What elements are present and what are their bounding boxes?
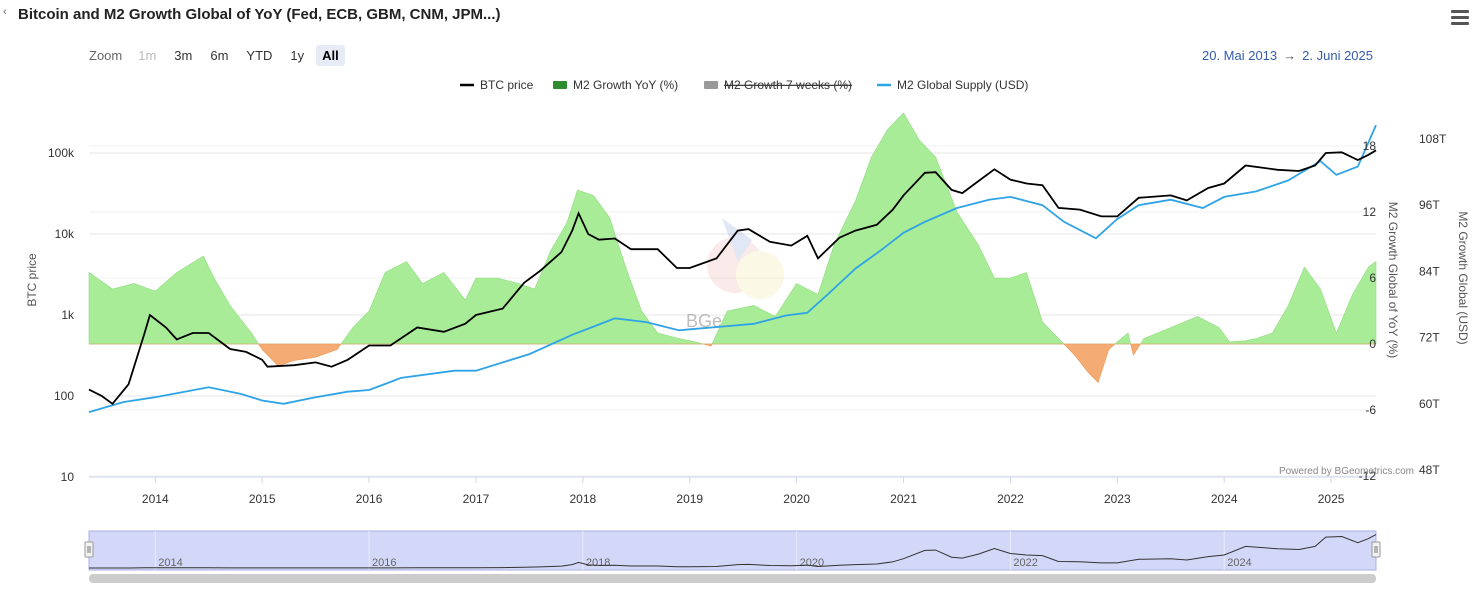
range-to[interactable]: 2. Juni 2025 <box>1302 48 1373 63</box>
range-arrow: → <box>1283 48 1297 63</box>
supply-axis-title: M2 Growth Global (USD) <box>1456 211 1470 344</box>
x-tick-label: 2014 <box>142 492 169 506</box>
x-tick-label: 2017 <box>463 492 490 506</box>
yoy-tick-label: -12 <box>1359 469 1377 483</box>
supply-tick-label: 60T <box>1419 397 1440 411</box>
navigator-handle-right[interactable] <box>1371 541 1381 558</box>
navigator-scrollbar[interactable] <box>89 574 1376 583</box>
zoom-bar: Zoom 1m 3m 6m YTD 1y All <box>89 45 345 66</box>
zoom-label: Zoom <box>89 48 123 63</box>
x-tick-label: 2023 <box>1104 492 1131 506</box>
yoy-tick-label: 6 <box>1369 271 1376 285</box>
yoy-tick-label: 0 <box>1369 337 1376 351</box>
back-chevron-icon[interactable]: ‹ <box>3 6 7 18</box>
legend-label: BTC price <box>480 78 534 92</box>
x-tick-label: 2022 <box>997 492 1024 506</box>
x-tick-label: 2015 <box>249 492 276 506</box>
x-tick-label: 2025 <box>1318 492 1345 506</box>
legend-label: M2 Growth YoY (%) <box>573 78 678 92</box>
watermark-circle <box>707 237 763 293</box>
legend-area-swatch <box>553 81 567 89</box>
supply-tick-label: 72T <box>1419 331 1440 345</box>
hamburger-menu-icon[interactable] <box>1451 10 1469 26</box>
x-tick-label: 2020 <box>783 492 810 506</box>
watermark-shape <box>722 218 752 262</box>
navigator-year-label: 2018 <box>586 557 610 569</box>
range-from[interactable]: 20. Mai 2013 <box>1201 48 1278 63</box>
btc-tick-label: 100 <box>54 389 74 403</box>
zoom-button-1m[interactable]: 1m <box>138 48 157 63</box>
supply-tick-label: 96T <box>1419 198 1440 212</box>
date-range: 20. Mai 2013 → 2. Juni 2025 <box>1202 48 1373 63</box>
navigator-handle-left[interactable] <box>84 541 94 558</box>
watermark-circle <box>736 251 784 299</box>
zoom-button-1y[interactable]: 1y <box>290 48 305 63</box>
btc-tick-label: 10k <box>55 227 75 241</box>
legend-area-swatch <box>704 81 718 89</box>
navigator-window <box>88 530 1377 571</box>
yoy-tick-label: -6 <box>1365 403 1376 417</box>
navigator-btc-line <box>89 534 1377 569</box>
x-tick-label: 2018 <box>569 492 596 506</box>
x-tick-label: 2016 <box>356 492 383 506</box>
btc-price-line <box>88 149 1377 406</box>
btc-axis-title: BTC price <box>25 253 39 307</box>
legend-item-0[interactable]: BTC price <box>460 78 534 92</box>
yoy-tick-label: 12 <box>1363 205 1377 219</box>
x-tick-label: 2024 <box>1211 492 1238 506</box>
btc-tick-label: 100k <box>48 146 75 160</box>
btc-tick-label: 1k <box>61 308 75 322</box>
navigator-year-label: 2016 <box>372 557 396 569</box>
yoy-axis-title: M2 Growth Global of YoY (%) <box>1386 202 1400 359</box>
legend-item-2[interactable]: M2 Growth 7 weeks (%) <box>704 78 852 92</box>
supply-tick-label: 84T <box>1419 264 1440 278</box>
zoom-button-3m[interactable]: 3m <box>174 48 193 63</box>
legend-label: M2 Growth 7 weeks (%) <box>724 78 852 92</box>
zoom-button-ytd[interactable]: YTD <box>246 48 273 63</box>
credits-text: Powered by BGeometrics.com <box>1279 466 1414 477</box>
legend-label: M2 Global Supply (USD) <box>897 78 1028 92</box>
navigator-year-label: 2022 <box>1013 557 1037 569</box>
navigator-year-label: 2020 <box>800 557 824 569</box>
zoom-button-all[interactable]: All <box>316 45 345 66</box>
x-tick-label: 2019 <box>676 492 703 506</box>
supply-tick-label: 48T <box>1419 463 1440 477</box>
watermark-logo <box>707 218 784 299</box>
m2-global-supply-line <box>88 124 1377 413</box>
x-tick-label: 2021 <box>890 492 917 506</box>
navigator-year-label: 2014 <box>158 557 182 569</box>
zoom-button-6m[interactable]: 6m <box>210 48 229 63</box>
legend-item-1[interactable]: M2 Growth YoY (%) <box>553 78 678 92</box>
yoy-tick-label: 18 <box>1363 139 1377 153</box>
m2-yoy-area-negative <box>89 343 1376 384</box>
btc-tick-label: 10 <box>61 470 75 484</box>
legend-item-3[interactable]: M2 Global Supply (USD) <box>877 78 1028 92</box>
supply-tick-label: 108T <box>1419 132 1447 146</box>
chart-title: Bitcoin and M2 Growth Global of YoY (Fed… <box>18 6 501 23</box>
navigator-year-label: 2024 <box>1227 557 1251 569</box>
